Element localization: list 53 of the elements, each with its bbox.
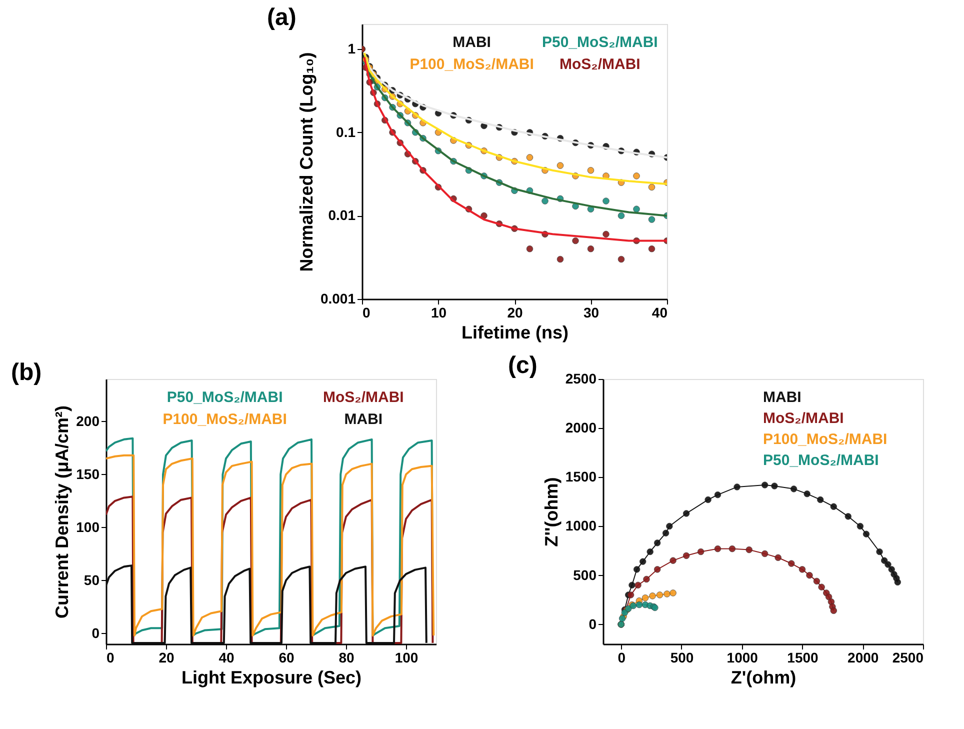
x-tick-label: 30 (583, 304, 600, 320)
y-tick-label: 0 (92, 624, 100, 641)
text: MABI (763, 389, 802, 406)
text: MoS₂/MABI (322, 389, 404, 406)
text: P100_MoS₂/MABI (763, 431, 888, 448)
x-tick-label: 2000 (848, 650, 879, 666)
x-tick-label: 0 (618, 650, 626, 666)
x-tick-label: 100 (394, 650, 418, 666)
y-tick-label: 150 (76, 466, 100, 482)
x-tick-label: 0 (106, 650, 114, 666)
y-tick-label: 1000 (565, 518, 597, 534)
text: P50_MoS₂/MABI (166, 389, 283, 406)
text: P100_MoS₂/MABI (162, 411, 287, 428)
y-tick-label: 100 (76, 518, 100, 535)
x-tick-label: 1000 (726, 650, 758, 666)
y-tick-label: 0.01 (328, 207, 356, 224)
text: MoS₂/MABI (763, 410, 844, 427)
text: P50_MoS₂/MABI (542, 34, 658, 51)
x-tick-label: 20 (507, 304, 523, 320)
y-tick-label: 50 (84, 572, 100, 588)
y-tick-label: 200 (76, 412, 100, 429)
chart-title: (a) (267, 4, 296, 31)
x-tick-label: 40 (652, 304, 668, 320)
x-tick-label: 0 (362, 304, 370, 320)
x-tick-label: 2500 (892, 650, 924, 666)
text: MABI (452, 34, 491, 51)
y-tick-label: 0.1 (336, 124, 356, 140)
y-tick-label: 1 (348, 40, 356, 57)
y-tick-label: 1500 (565, 468, 597, 485)
y-axis-title: Current Density (μA/cm²) (52, 405, 72, 619)
x-tick-label: 80 (338, 650, 354, 666)
x-tick-label: 40 (218, 650, 234, 666)
y-tick-label: 0.001 (320, 290, 356, 306)
y-tick-label: 500 (573, 566, 597, 583)
text: P50_MoS₂/MABI (763, 452, 879, 469)
x-tick-label: 60 (278, 650, 294, 666)
y-tick-label: 0 (588, 616, 597, 632)
x-axis-title: Lifetime (ns) (461, 322, 569, 342)
text: MoS₂/MABI (559, 56, 640, 73)
y-axis-title: Normalized Count (Log₁₀) (296, 52, 316, 272)
x-tick-label: 10 (430, 304, 447, 320)
x-axis-title: Z'(ohm) (730, 668, 796, 688)
x-tick-label: 500 (670, 650, 694, 666)
x-tick-label: 1500 (787, 650, 819, 666)
x-tick-label: 20 (158, 650, 174, 666)
y-tick-label: 2500 (565, 370, 597, 386)
y-tick-label: 2000 (565, 420, 597, 436)
x-axis-title: Light Exposure (Sec) (181, 668, 362, 688)
text: MABI (344, 411, 383, 428)
chart-title: (b) (11, 359, 42, 386)
chart-title: (c) (508, 352, 538, 379)
y-axis-title: Z''(ohm) (541, 477, 562, 547)
series-label: P100_MoS₂/MABI (410, 56, 534, 73)
